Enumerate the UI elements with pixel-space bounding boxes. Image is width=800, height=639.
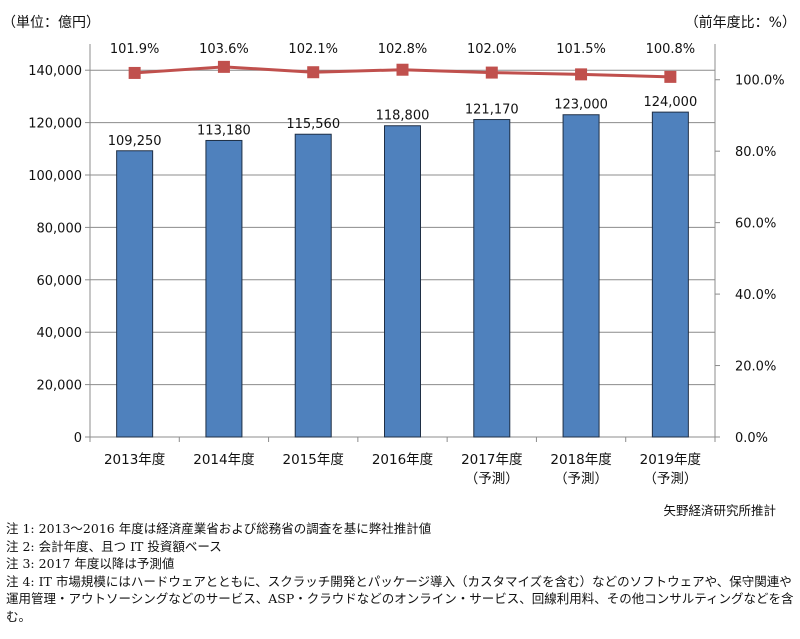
growth-marker [485, 66, 498, 79]
growth-data-label: 103.6% [199, 42, 249, 57]
source-label: 矢野経済研究所推計 [663, 503, 776, 518]
left-axis-unit: （単位：億円） [2, 15, 100, 31]
x-tick-label: （予測） [643, 471, 697, 487]
right-tick-label: 0.0% [735, 431, 768, 446]
left-tick-label: 20,000 [37, 379, 83, 394]
right-tick-label: 60.0% [735, 217, 776, 232]
bar-data-label: 115,560 [286, 117, 340, 132]
chart-svg: 0 20,000 40,000 60,000 80,000 100,000 120,000 1… [28, 42, 785, 487]
note-3: 注 3: 2017 年度以降は予測値 [6, 556, 175, 571]
note-2: 注 2: 会計年度、且つ IT 投資額ベース [6, 538, 222, 554]
growth-data-label: 100.8% [646, 42, 696, 57]
bar-data-label: 121,170 [465, 103, 519, 118]
growth-data-label: 102.1% [288, 42, 338, 57]
bar-data-label: 109,250 [108, 134, 162, 149]
growth-data-label: 102.8% [378, 42, 428, 57]
growth-marker [396, 63, 409, 76]
right-tick-label: 20.0% [735, 360, 776, 375]
x-tick-label: 2019年度 [640, 452, 701, 468]
growth-marker [307, 66, 320, 79]
note-1: 注 1: 2013～2016 年度は経済産業省および総務省の調査を基に弊社推計値 [6, 521, 432, 536]
bar [384, 125, 421, 438]
right-tick-label: 80.0% [735, 145, 776, 160]
right-axis-unit: （前年度比：%） [684, 15, 796, 31]
notes: 注 1: 2013～2016 年度は経済産業省および総務省の調査を基に弊社推計値… [6, 520, 796, 625]
growth-marker [664, 70, 677, 83]
left-tick-label: 40,000 [37, 326, 83, 341]
x-tick-label: 2013年度 [104, 452, 165, 468]
bar [651, 111, 689, 438]
left-tick-label: 80,000 [37, 221, 83, 236]
left-tick-label: 140,000 [28, 64, 82, 79]
bar [116, 150, 154, 438]
x-tick-label: 2017年度 [461, 452, 522, 468]
bar-data-label: 118,800 [376, 109, 430, 124]
note-4: 注 4: IT 市場規模にはハードウェアとともに、スクラッチ開発とパッケージ導入… [6, 573, 794, 624]
x-tick-label: （予測） [554, 471, 608, 487]
bar [562, 114, 600, 438]
left-tick-label: 0 [74, 431, 82, 446]
bar-data-label: 124,000 [643, 95, 697, 110]
growth-marker [217, 60, 230, 73]
x-tick-label: （予測） [465, 471, 519, 487]
left-tick-label: 100,000 [28, 169, 82, 184]
growth-marker [128, 66, 141, 79]
bar [473, 119, 511, 438]
bar-data-label: 113,180 [197, 123, 251, 138]
growth-data-label: 102.0% [467, 42, 517, 57]
right-tick-label: 40.0% [735, 288, 776, 303]
bar [294, 133, 332, 438]
x-tick-label: 2014年度 [193, 452, 254, 468]
bar [205, 139, 243, 438]
growth-data-label: 101.5% [556, 42, 606, 57]
right-tick-label: 100.0% [735, 74, 785, 89]
growth-marker [575, 68, 588, 81]
x-tick-label: 2016年度 [372, 452, 433, 468]
left-tick-label: 120,000 [28, 117, 82, 132]
left-tick-label: 60,000 [37, 274, 83, 289]
x-tick-label: 2018年度 [550, 452, 611, 468]
growth-data-label: 101.9% [110, 42, 160, 57]
bar-data-label: 123,000 [554, 98, 608, 113]
x-tick-label: 2015年度 [283, 452, 344, 468]
